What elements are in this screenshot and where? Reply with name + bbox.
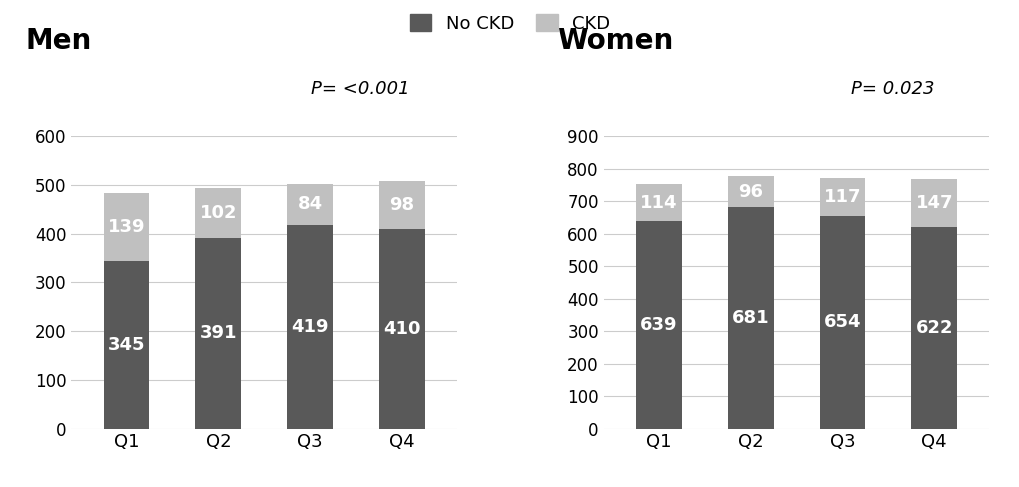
Bar [379,229,425,429]
Text: P= <0.001: P= <0.001 [311,80,410,98]
Bar [287,225,333,429]
Bar [379,181,425,229]
Bar [727,176,772,207]
Text: 117: 117 [823,188,860,206]
Text: 114: 114 [639,194,677,211]
Bar [635,184,681,221]
Text: P= 0.023: P= 0.023 [851,80,933,98]
Text: 419: 419 [291,318,328,336]
Bar [727,207,772,429]
Bar [818,178,864,216]
Text: 391: 391 [200,324,236,342]
Bar [196,238,242,429]
Text: 102: 102 [200,205,236,222]
Bar [196,188,242,238]
Text: 654: 654 [823,314,860,331]
Bar [635,221,681,429]
Text: 98: 98 [389,196,414,214]
Text: 96: 96 [738,183,762,201]
Bar [104,261,150,429]
Bar [910,179,956,226]
Text: 622: 622 [915,318,952,337]
Text: 639: 639 [639,316,677,334]
Text: Women: Women [556,27,673,55]
Bar [910,226,956,429]
Text: 345: 345 [108,336,145,354]
Text: 147: 147 [915,194,952,212]
Text: 681: 681 [731,309,768,327]
Text: Men: Men [25,27,92,55]
Text: 84: 84 [298,195,322,213]
Bar [104,193,150,261]
Text: 139: 139 [108,218,145,236]
Bar [287,184,333,225]
Legend: No CKD, CKD: No CKD, CKD [404,9,615,38]
Bar [818,216,864,429]
Text: 410: 410 [383,320,421,337]
